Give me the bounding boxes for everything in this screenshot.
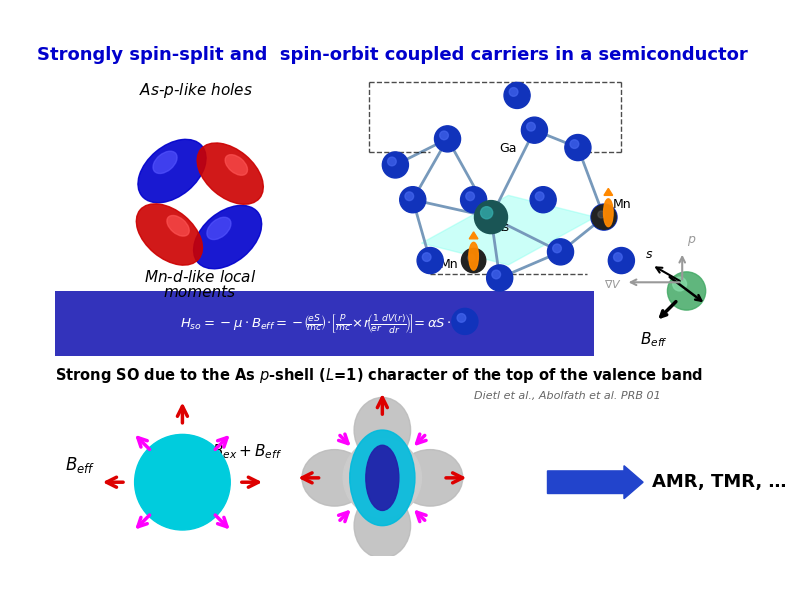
Ellipse shape xyxy=(349,430,415,525)
Ellipse shape xyxy=(137,204,202,265)
Circle shape xyxy=(461,248,486,273)
Ellipse shape xyxy=(225,155,248,176)
Ellipse shape xyxy=(194,205,262,269)
Circle shape xyxy=(457,314,466,322)
Circle shape xyxy=(668,272,706,310)
Polygon shape xyxy=(604,189,613,195)
Ellipse shape xyxy=(138,139,206,203)
Circle shape xyxy=(509,87,518,96)
Circle shape xyxy=(417,248,443,274)
Circle shape xyxy=(491,270,500,279)
Circle shape xyxy=(553,244,561,253)
Polygon shape xyxy=(469,232,478,239)
Text: As-$p$-like holes: As-$p$-like holes xyxy=(139,81,252,99)
Circle shape xyxy=(673,277,687,291)
Circle shape xyxy=(530,187,556,213)
Ellipse shape xyxy=(468,242,479,270)
Ellipse shape xyxy=(354,397,410,463)
Text: Mn: Mn xyxy=(613,198,631,211)
Ellipse shape xyxy=(167,215,189,236)
Circle shape xyxy=(343,439,422,517)
Circle shape xyxy=(548,239,573,265)
Circle shape xyxy=(591,204,617,230)
Circle shape xyxy=(487,265,513,291)
Circle shape xyxy=(598,211,605,218)
Circle shape xyxy=(526,123,535,131)
Circle shape xyxy=(535,192,544,201)
Text: $H_{so} = -\mu \cdot B_{eff} = -\!\left(\!\frac{eS}{mc}\!\right)\!\cdot\!\left[\: $H_{so} = -\mu \cdot B_{eff} = -\!\left(… xyxy=(180,312,463,335)
Polygon shape xyxy=(422,195,596,265)
Text: Ga: Ga xyxy=(499,142,517,155)
Text: As: As xyxy=(495,221,511,234)
Text: Dietl et al., Abolfath et al. PRB 01: Dietl et al., Abolfath et al. PRB 01 xyxy=(473,391,661,401)
Ellipse shape xyxy=(366,445,399,511)
Circle shape xyxy=(387,157,396,166)
Circle shape xyxy=(135,434,230,530)
Text: $B_{ex} + B_{eff}$: $B_{ex} + B_{eff}$ xyxy=(212,443,283,461)
FancyArrow shape xyxy=(548,466,643,499)
Circle shape xyxy=(461,187,487,213)
Text: $\nabla V$: $\nabla V$ xyxy=(603,278,622,290)
Circle shape xyxy=(405,192,414,201)
Ellipse shape xyxy=(603,199,613,227)
Circle shape xyxy=(466,192,475,201)
Circle shape xyxy=(522,117,548,143)
Text: Strongly spin-split and  spin-orbit coupled carriers in a semiconductor: Strongly spin-split and spin-orbit coupl… xyxy=(37,46,748,64)
Circle shape xyxy=(383,152,408,178)
Ellipse shape xyxy=(354,493,410,558)
Circle shape xyxy=(440,131,449,140)
Circle shape xyxy=(468,255,475,261)
Circle shape xyxy=(592,205,616,229)
Text: Strong SO due to the As $p$-shell ($L$=1) character of the top of the valence ba: Strong SO due to the As $p$-shell ($L$=1… xyxy=(55,366,703,385)
FancyBboxPatch shape xyxy=(55,291,594,356)
Text: $p$: $p$ xyxy=(687,233,696,248)
Ellipse shape xyxy=(197,143,264,204)
Circle shape xyxy=(475,201,507,234)
Circle shape xyxy=(422,253,431,261)
Text: Mn-$d$-like local: Mn-$d$-like local xyxy=(144,270,256,285)
Ellipse shape xyxy=(153,151,177,174)
Ellipse shape xyxy=(398,450,463,506)
Circle shape xyxy=(614,253,622,261)
Text: $B_{eff}$: $B_{eff}$ xyxy=(65,455,95,475)
Ellipse shape xyxy=(207,217,231,240)
Ellipse shape xyxy=(302,450,367,506)
Text: $B_{eff}$: $B_{eff}$ xyxy=(640,330,668,349)
Circle shape xyxy=(434,126,461,152)
Circle shape xyxy=(608,248,634,274)
Circle shape xyxy=(480,206,493,219)
Circle shape xyxy=(399,187,426,213)
Text: moments: moments xyxy=(164,285,236,300)
Circle shape xyxy=(565,134,591,161)
Circle shape xyxy=(452,308,478,334)
Text: $s$: $s$ xyxy=(645,248,653,261)
Circle shape xyxy=(504,82,530,108)
Circle shape xyxy=(570,140,579,148)
Circle shape xyxy=(596,209,605,218)
Text: Mn: Mn xyxy=(439,258,458,271)
Text: AMR, TMR, …: AMR, TMR, … xyxy=(652,473,786,491)
